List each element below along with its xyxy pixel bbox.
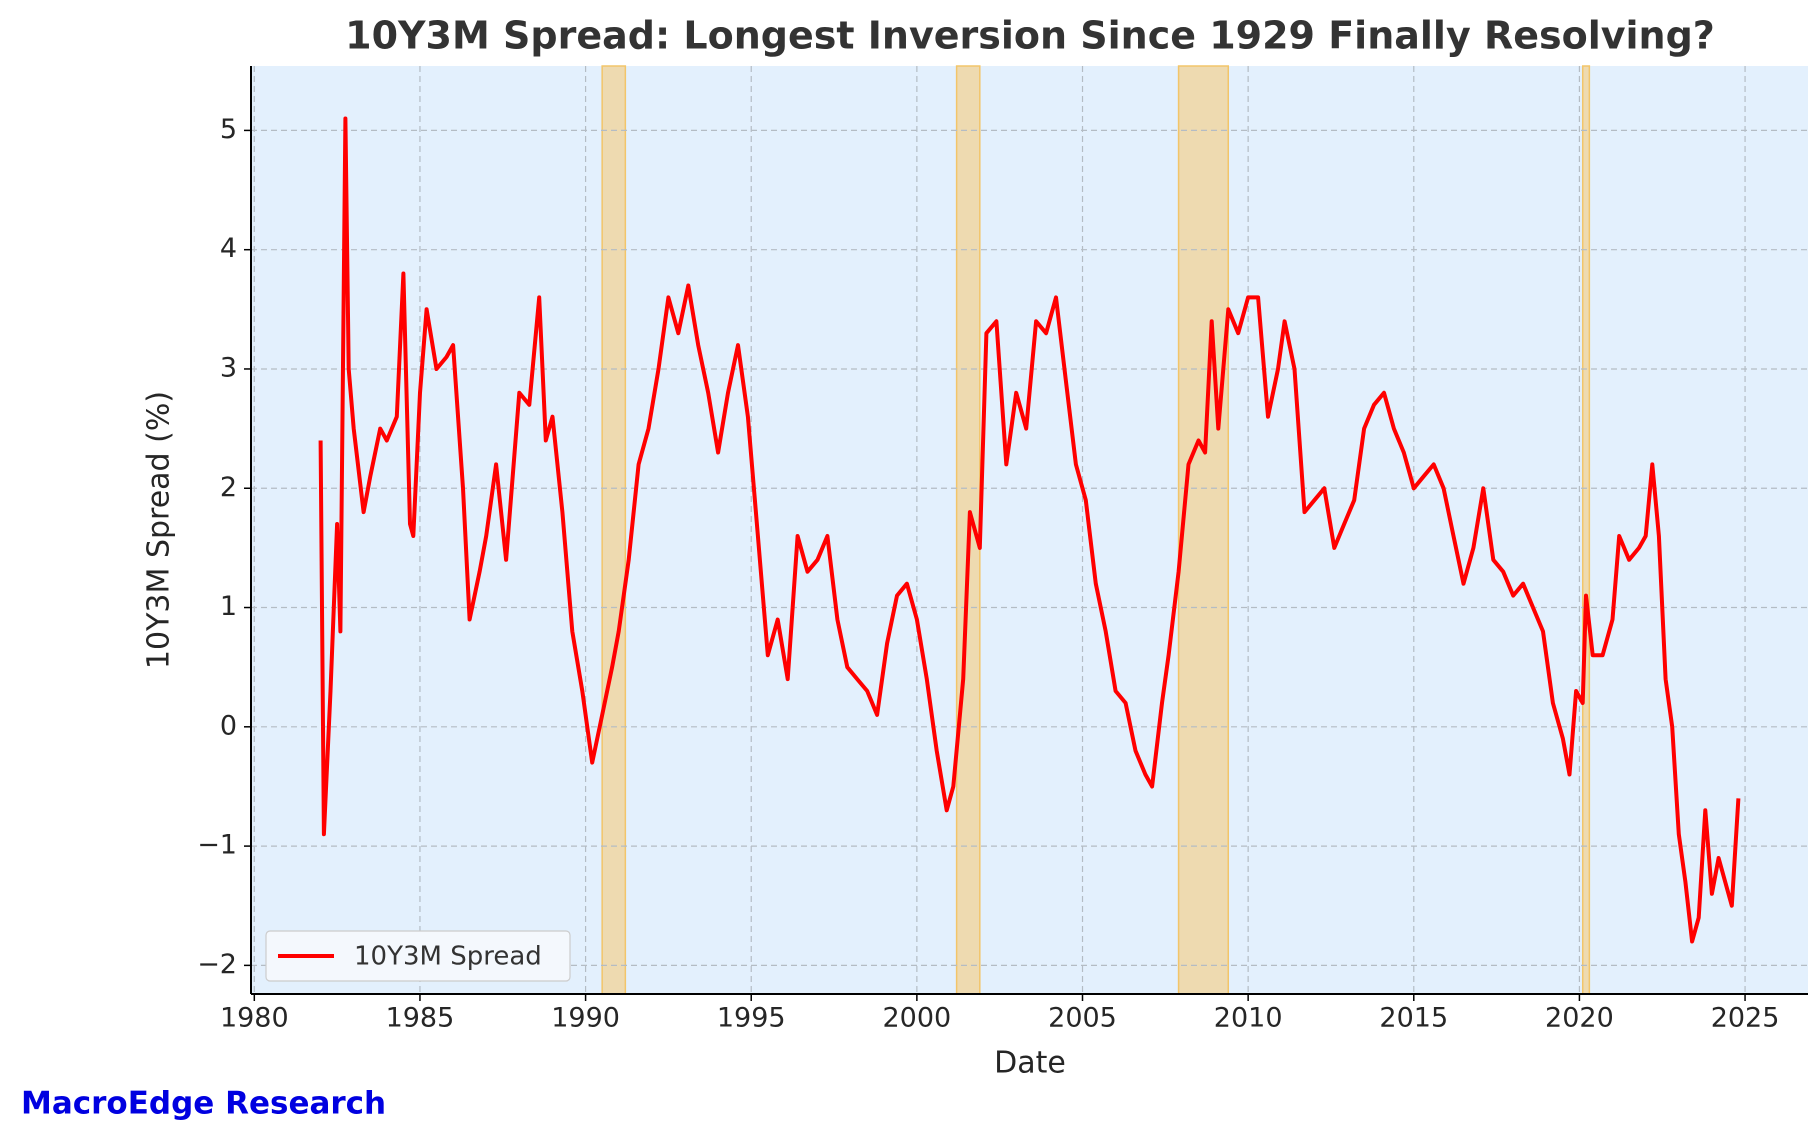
x-tick-label: 2005: [1048, 1003, 1117, 1034]
x-axis-label: Date: [994, 1046, 1066, 1081]
legend-box: [265, 930, 571, 982]
legend-label: 10Y3M Spread: [354, 942, 542, 972]
x-tick-label: 2010: [1214, 1003, 1283, 1034]
y-tick-label: 3: [220, 352, 237, 383]
chart-title: 10Y3M Spread: Longest Inversion Since 19…: [345, 14, 1715, 58]
x-tick-label: 2015: [1379, 1003, 1448, 1034]
x-tick-label: 1990: [551, 1003, 620, 1034]
line-series: [318, 116, 1741, 944]
y-tick-label: 1: [220, 591, 237, 622]
y-tick-label: 5: [220, 114, 237, 145]
x-tick-label: 1995: [717, 1003, 786, 1034]
y-tick-label: 0: [220, 710, 237, 741]
x-tick-label: 1980: [220, 1003, 289, 1034]
plot-background: [251, 66, 1808, 994]
x-tick-label: 2000: [883, 1003, 952, 1034]
y-tick-label: −2: [197, 949, 237, 980]
y-tick-label: 2: [220, 472, 237, 503]
recession-band: [1581, 65, 1591, 995]
recession-band: [1177, 65, 1230, 995]
y-axis-label: 10Y3M Spread (%): [142, 391, 177, 669]
recession-band: [601, 65, 627, 995]
x-tick-label: 2025: [1711, 1003, 1780, 1034]
y-tick-label: −1: [197, 830, 237, 861]
x-tick-label: 2020: [1545, 1003, 1614, 1034]
x-tick-label: 1985: [386, 1003, 455, 1034]
y-tick-label: 4: [220, 233, 237, 264]
watermark: MacroEdge Research: [21, 1086, 386, 1122]
